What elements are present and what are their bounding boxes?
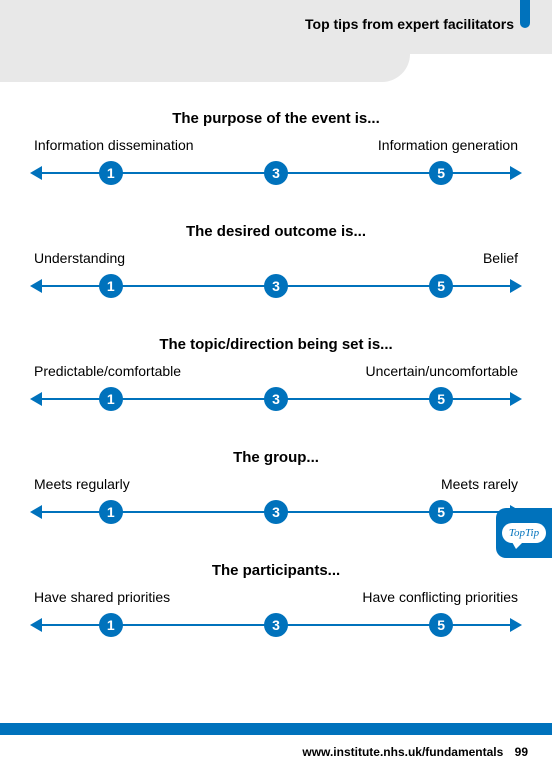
arrow-right-icon: [510, 279, 522, 293]
scale-node: 3: [264, 161, 288, 185]
toptip-label: TopTip: [509, 527, 539, 539]
scale-line: 1 3 5: [40, 387, 512, 411]
scale-right-label: Meets rarely: [441, 476, 518, 492]
scale-line: 1 3 5: [40, 274, 512, 298]
scale-left-label: Have shared priorities: [34, 589, 170, 605]
header-title: Top tips from expert facilitators: [305, 16, 514, 32]
scale-heading: The participants...: [30, 562, 522, 579]
scale-node: 1: [99, 613, 123, 637]
scale-labels: Meets regularly Meets rarely: [30, 476, 522, 492]
scale-node: 3: [264, 500, 288, 524]
scale-line: 1 3 5: [40, 500, 512, 524]
footer-bar: [0, 723, 552, 735]
arrow-left-icon: [30, 392, 42, 406]
scale-block: The desired outcome is... Understanding Be…: [30, 223, 522, 298]
scale-left-label: Understanding: [34, 250, 125, 266]
scale-heading: The purpose of the event is...: [30, 110, 522, 127]
scale-right-label: Information generation: [378, 137, 518, 153]
scale-right-label: Have conflicting priorities: [362, 589, 518, 605]
arrow-left-icon: [30, 618, 42, 632]
scale-line: 1 3 5: [40, 161, 512, 185]
header-tab-icon: [520, 0, 530, 28]
footer-url: www.institute.nhs.uk/fundamentals: [302, 745, 503, 759]
scale-line: 1 3 5: [40, 613, 512, 637]
scale-node: 5: [429, 161, 453, 185]
arrow-left-icon: [30, 505, 42, 519]
scale-block: The purpose of the event is... Informatio…: [30, 110, 522, 185]
scale-node: 1: [99, 161, 123, 185]
scale-heading: The group...: [30, 449, 522, 466]
arrow-left-icon: [30, 279, 42, 293]
footer-text: www.institute.nhs.uk/fundamentals 99: [302, 745, 528, 759]
scale-left-label: Predictable/comfortable: [34, 363, 181, 379]
scale-node: 3: [264, 274, 288, 298]
arrow-right-icon: [510, 166, 522, 180]
scale-right-label: Uncertain/uncomfortable: [365, 363, 518, 379]
scale-labels: Predictable/comfortable Uncertain/uncomfo…: [30, 363, 522, 379]
scale-node: 3: [264, 613, 288, 637]
toptip-bubble-icon: TopTip: [502, 523, 546, 543]
scale-node: 1: [99, 274, 123, 298]
arrow-left-icon: [30, 166, 42, 180]
scale-labels: Have shared priorities Have conflicting p…: [30, 589, 522, 605]
scale-node: 1: [99, 500, 123, 524]
scale-node: 1: [99, 387, 123, 411]
scale-labels: Information dissemination Information gen…: [30, 137, 522, 153]
scale-block: The topic/direction being set is... Predi…: [30, 336, 522, 411]
scale-left-label: Information dissemination: [34, 137, 194, 153]
arrow-right-icon: [510, 392, 522, 406]
footer-page-number: 99: [515, 745, 528, 759]
scale-right-label: Belief: [483, 250, 518, 266]
scale-left-label: Meets regularly: [34, 476, 130, 492]
toptip-tab: TopTip: [496, 508, 552, 558]
scale-node: 5: [429, 387, 453, 411]
scale-block: The participants... Have shared prioritie…: [30, 562, 522, 637]
scales-container: The purpose of the event is... Informatio…: [30, 110, 522, 675]
scale-node: 5: [429, 500, 453, 524]
scale-heading: The desired outcome is...: [30, 223, 522, 240]
scale-block: The group... Meets regularly Meets rarely 1…: [30, 449, 522, 524]
scale-node: 5: [429, 613, 453, 637]
scale-node: 3: [264, 387, 288, 411]
scale-heading: The topic/direction being set is...: [30, 336, 522, 353]
arrow-right-icon: [510, 618, 522, 632]
scale-labels: Understanding Belief: [30, 250, 522, 266]
scale-node: 5: [429, 274, 453, 298]
